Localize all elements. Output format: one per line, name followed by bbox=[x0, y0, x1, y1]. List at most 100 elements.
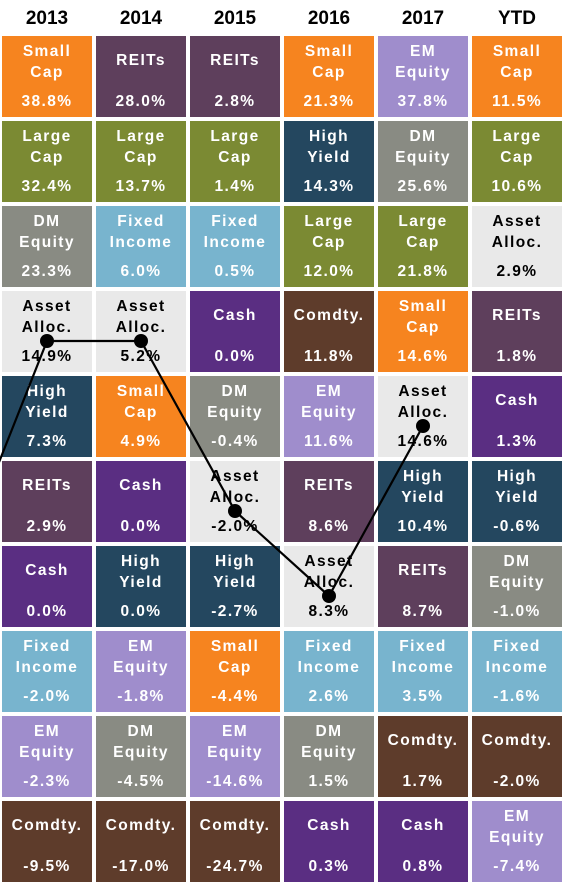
asset-class-label: Cash bbox=[25, 562, 69, 579]
tile-ytd-fixed-income: Fixed Income -1.6% bbox=[472, 631, 562, 712]
return-value: 7.3% bbox=[26, 433, 68, 450]
tile-2015-small-cap: Small Cap -4.4% bbox=[190, 631, 280, 712]
tile-2013-small-cap: Small Cap 38.8% bbox=[2, 36, 92, 117]
return-value: 0.5% bbox=[214, 263, 256, 280]
return-value: 11.8% bbox=[303, 348, 355, 365]
return-value: 11.5% bbox=[491, 93, 543, 110]
return-value: 38.8% bbox=[21, 93, 73, 110]
return-value: 10.4% bbox=[397, 518, 449, 535]
return-value: 28.0% bbox=[115, 93, 167, 110]
return-value: -2.3% bbox=[23, 773, 71, 790]
asset-class-label: Fixed Income bbox=[485, 638, 549, 676]
tile-2014-cash: Cash 0.0% bbox=[96, 461, 186, 542]
asset-class-label: EM Equity bbox=[395, 43, 451, 81]
return-value: 4.9% bbox=[120, 433, 162, 450]
tile-2014-comdty: Comdty. -17.0% bbox=[96, 801, 186, 882]
asset-class-label: REITs bbox=[116, 52, 166, 69]
return-value: 37.8% bbox=[397, 93, 449, 110]
tile-2013-reits: REITs 2.9% bbox=[2, 461, 92, 542]
asset-class-label: Large Cap bbox=[398, 213, 448, 251]
tile-2015-reits: REITs 2.8% bbox=[190, 36, 280, 117]
return-value: 2.8% bbox=[214, 93, 256, 110]
return-value: 0.0% bbox=[214, 348, 256, 365]
tile-2015-asset-alloc: Asset Alloc. -2.0% bbox=[190, 461, 280, 542]
tile-2015-fixed-income: Fixed Income 0.5% bbox=[190, 206, 280, 287]
asset-class-label: Asset Alloc. bbox=[21, 298, 73, 336]
tile-2013-comdty: Comdty. -9.5% bbox=[2, 801, 92, 882]
return-value: 0.0% bbox=[26, 603, 68, 620]
asset-class-label: DM Equity bbox=[19, 213, 75, 251]
return-value: 0.0% bbox=[120, 518, 162, 535]
return-value: 8.6% bbox=[308, 518, 350, 535]
asset-class-label: High Yield bbox=[213, 553, 257, 591]
tile-2017-asset-alloc: Asset Alloc. 14.6% bbox=[378, 376, 468, 457]
tile-2016-em-equity: EM Equity 11.6% bbox=[284, 376, 374, 457]
tile-2014-fixed-income: Fixed Income 6.0% bbox=[96, 206, 186, 287]
tile-2013-high-yield: High Yield 7.3% bbox=[2, 376, 92, 457]
tile-ytd-dm-equity: DM Equity -1.0% bbox=[472, 546, 562, 627]
tile-2016-dm-equity: DM Equity 1.5% bbox=[284, 716, 374, 797]
asset-class-label: Small Cap bbox=[116, 383, 166, 421]
return-value: 3.5% bbox=[402, 688, 444, 705]
column-header-2013: 2013 bbox=[25, 8, 69, 29]
return-value: 14.3% bbox=[303, 178, 355, 195]
return-value: 14.6% bbox=[397, 433, 449, 450]
asset-class-label: Cash bbox=[401, 817, 445, 834]
asset-class-label: Cash bbox=[495, 392, 539, 409]
asset-class-label: REITs bbox=[22, 477, 72, 494]
tile-2014-high-yield: High Yield 0.0% bbox=[96, 546, 186, 627]
asset-class-label: Small Cap bbox=[398, 298, 448, 336]
return-value: -17.0% bbox=[112, 858, 170, 875]
asset-class-label: REITs bbox=[492, 307, 542, 324]
asset-class-label: DM Equity bbox=[301, 723, 357, 761]
asset-class-label: Large Cap bbox=[492, 128, 542, 166]
tile-2014-reits: REITs 28.0% bbox=[96, 36, 186, 117]
asset-class-label: Comdty. bbox=[481, 732, 553, 749]
tile-ytd-asset-alloc: Asset Alloc. 2.9% bbox=[472, 206, 562, 287]
return-value: 14.6% bbox=[397, 348, 449, 365]
return-value: 14.9% bbox=[21, 348, 73, 365]
return-value: -4.4% bbox=[211, 688, 259, 705]
tile-ytd-large-cap: Large Cap 10.6% bbox=[472, 121, 562, 202]
tile-2017-reits: REITs 8.7% bbox=[378, 546, 468, 627]
return-value: 2.6% bbox=[308, 688, 350, 705]
asset-class-label: Fixed Income bbox=[203, 213, 267, 251]
return-value: 32.4% bbox=[21, 178, 73, 195]
return-value: 2.9% bbox=[496, 263, 538, 280]
return-value: 5.2% bbox=[120, 348, 162, 365]
asset-class-label: Large Cap bbox=[116, 128, 166, 166]
return-value: -1.6% bbox=[493, 688, 541, 705]
tile-2014-asset-alloc: Asset Alloc. 5.2% bbox=[96, 291, 186, 372]
column-header-2014: 2014 bbox=[119, 8, 163, 29]
return-value: -24.7% bbox=[206, 858, 264, 875]
return-value: 10.6% bbox=[491, 178, 543, 195]
tile-2017-small-cap: Small Cap 14.6% bbox=[378, 291, 468, 372]
return-value: 1.5% bbox=[308, 773, 350, 790]
asset-class-label: Asset Alloc. bbox=[115, 298, 167, 336]
tile-2015-comdty: Comdty. -24.7% bbox=[190, 801, 280, 882]
asset-class-label: Asset Alloc. bbox=[209, 468, 261, 506]
asset-class-label: Large Cap bbox=[22, 128, 72, 166]
return-value: -2.0% bbox=[493, 773, 541, 790]
return-value: -9.5% bbox=[23, 858, 71, 875]
asset-class-label: Cash bbox=[213, 307, 257, 324]
return-value: 2.9% bbox=[26, 518, 68, 535]
asset-class-label: High Yield bbox=[307, 128, 351, 166]
tile-2015-large-cap: Large Cap 1.4% bbox=[190, 121, 280, 202]
asset-class-label: Fixed Income bbox=[297, 638, 361, 676]
return-value: -1.0% bbox=[493, 603, 541, 620]
return-value: 12.0% bbox=[303, 263, 355, 280]
asset-class-label: DM Equity bbox=[113, 723, 169, 761]
tile-2013-large-cap: Large Cap 32.4% bbox=[2, 121, 92, 202]
return-value: 1.8% bbox=[496, 348, 538, 365]
return-value: 25.6% bbox=[397, 178, 449, 195]
asset-class-label: REITs bbox=[210, 52, 260, 69]
asset-class-label: Small Cap bbox=[22, 43, 72, 81]
tile-2013-em-equity: EM Equity -2.3% bbox=[2, 716, 92, 797]
return-value: -14.6% bbox=[206, 773, 264, 790]
tile-2016-cash: Cash 0.3% bbox=[284, 801, 374, 882]
return-value: 8.3% bbox=[308, 603, 350, 620]
asset-class-label: Fixed Income bbox=[15, 638, 79, 676]
asset-class-label: Small Cap bbox=[304, 43, 354, 81]
asset-class-label: EM Equity bbox=[113, 638, 169, 676]
